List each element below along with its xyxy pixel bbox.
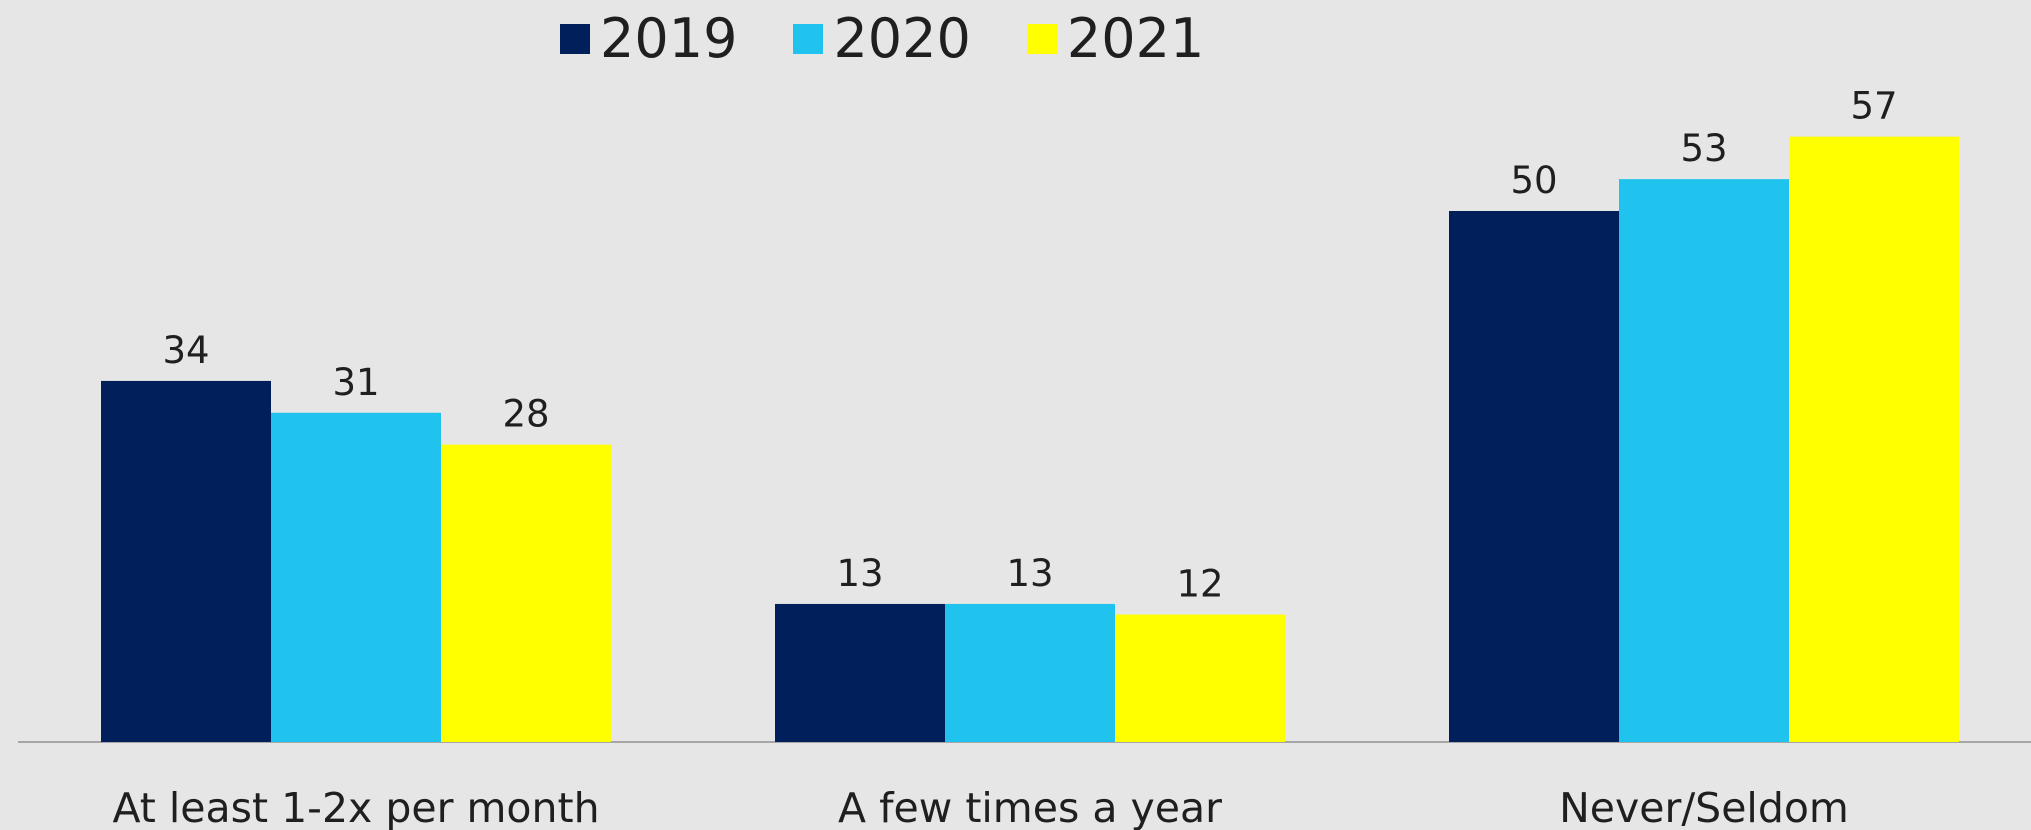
bar-2021-1: [1115, 614, 1285, 742]
data-label-2019-1: 13: [836, 552, 883, 595]
bar-2021-2: [1789, 136, 1959, 742]
category-label-1: A few times a year: [838, 784, 1222, 830]
legend-label-2020: 2020: [833, 7, 971, 70]
legend-swatch-2019: [560, 24, 590, 54]
data-label-2020-0: 31: [332, 361, 379, 404]
data-label-2020-2: 53: [1680, 127, 1727, 170]
data-label-2021-1: 12: [1176, 563, 1223, 606]
bar-2019-2: [1449, 211, 1619, 742]
data-label-2021-0: 28: [502, 393, 549, 436]
data-label-2020-1: 13: [1006, 552, 1053, 595]
bar-2020-0: [271, 412, 441, 742]
legend-label-2019: 2019: [600, 7, 738, 70]
legend-item-2020: 2020: [793, 7, 971, 70]
data-label-2019-2: 50: [1510, 159, 1557, 202]
category-label-0: At least 1-2x per month: [112, 784, 599, 830]
bar-2019-0: [101, 380, 271, 742]
legend-swatch-2021: [1026, 24, 1057, 54]
legend-item-2021: 2021: [1026, 7, 1205, 70]
bar-2020-2: [1619, 179, 1789, 742]
bar-2021-0: [441, 444, 611, 742]
bar-2019-1: [775, 603, 945, 742]
category-label-2: Never/Seldom: [1559, 784, 1849, 830]
bar-2020-1: [945, 603, 1115, 742]
legend-swatch-2020: [793, 24, 824, 54]
data-label-2019-0: 34: [162, 329, 209, 372]
data-label-2021-2: 57: [1850, 85, 1897, 128]
legend-item-2019: 2019: [560, 12, 737, 66]
legend: 2019 2020 2021: [560, 12, 1204, 66]
legend-label-2021: 2021: [1066, 7, 1205, 70]
